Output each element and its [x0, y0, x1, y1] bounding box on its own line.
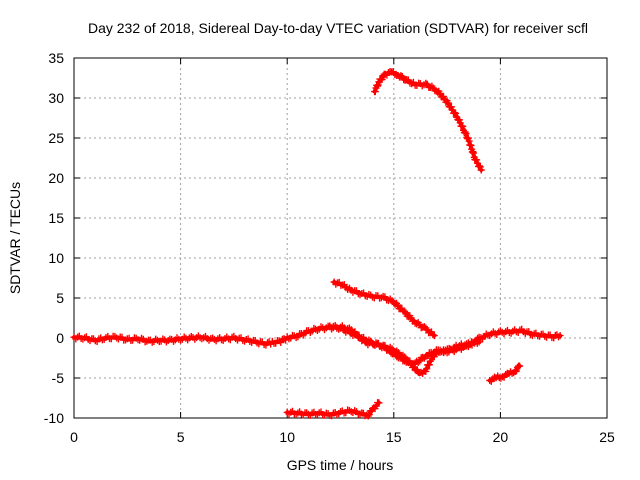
- y-axis-label: SDTVAR / TECUs: [7, 182, 23, 294]
- axis-ticks: 0 5 10 15 20 25 -10 -5 0 5 10 15 20 25 30 35: [44, 50, 615, 445]
- data-point-marker: [451, 109, 459, 117]
- data-point-marker: [397, 72, 405, 80]
- data-point-marker: [512, 367, 520, 375]
- data-series: [70, 68, 564, 420]
- data-point-marker: [556, 332, 564, 340]
- y-tick-label: -5: [52, 370, 65, 386]
- y-tick-label: -10: [44, 410, 64, 426]
- data-point-marker: [462, 130, 470, 137]
- data-point-marker: [423, 365, 431, 373]
- series-track-high-arc: [371, 68, 485, 174]
- y-tick-label: 0: [56, 330, 64, 346]
- data-point-marker: [417, 368, 425, 376]
- data-point-marker: [477, 166, 485, 174]
- data-point-marker: [502, 371, 510, 378]
- data-point-marker: [486, 376, 494, 384]
- data-point-marker: [476, 163, 484, 171]
- data-point-marker: [402, 354, 410, 362]
- data-point-marker: [401, 353, 408, 361]
- x-tick-label: 10: [279, 429, 295, 445]
- data-point-marker: [452, 109, 460, 117]
- data-point-marker: [402, 309, 410, 317]
- y-tick-label: 15: [48, 210, 64, 226]
- data-point-marker: [391, 71, 399, 78]
- data-point-marker: [414, 359, 422, 366]
- data-point-marker: [555, 333, 562, 341]
- data-point-marker: [364, 412, 372, 420]
- data-point-marker: [473, 156, 481, 164]
- data-point-marker: [430, 332, 438, 340]
- data-point-marker: [516, 362, 524, 370]
- y-tick-label: 20: [48, 170, 64, 186]
- y-tick-label: 10: [48, 250, 64, 266]
- data-point-marker: [365, 411, 373, 418]
- series-track-crossing-dip: [326, 322, 483, 377]
- x-tick-label: 5: [177, 429, 185, 445]
- data-point-marker: [393, 347, 401, 355]
- x-tick-label: 15: [386, 429, 402, 445]
- data-point-marker: [429, 331, 437, 339]
- data-point-marker: [422, 79, 430, 87]
- data-point-marker: [401, 307, 408, 315]
- series-track-descending-6: [330, 278, 438, 340]
- data-point-marker: [440, 92, 447, 100]
- data-point-marker: [398, 73, 406, 80]
- data-point-marker: [277, 339, 285, 346]
- data-point-marker: [416, 357, 424, 365]
- series-track-bottom: [283, 399, 383, 420]
- plot-frame: [73, 57, 608, 419]
- data-point-marker: [497, 374, 505, 382]
- data-point-marker: [375, 399, 383, 407]
- chart-title: Day 232 of 2018, Sidereal Day-to-day VTE…: [88, 20, 588, 36]
- y-tick-label: 35: [48, 50, 64, 66]
- y-tick-label: 5: [56, 290, 64, 306]
- data-point-marker: [475, 338, 483, 346]
- y-tick-label: 30: [48, 90, 64, 106]
- x-tick-label: 0: [70, 429, 78, 445]
- x-axis-label: GPS time / hours: [287, 457, 394, 473]
- data-point-marker: [444, 99, 452, 107]
- x-tick-label: 25: [599, 429, 615, 445]
- data-point-marker: [394, 301, 402, 309]
- x-tick-label: 20: [493, 429, 509, 445]
- data-point-marker: [475, 162, 483, 170]
- data-point-marker: [447, 103, 455, 111]
- y-tick-label: 25: [48, 130, 64, 146]
- grid-lines: [74, 58, 607, 418]
- series-track-short-20h: [486, 362, 524, 385]
- data-point-marker: [425, 361, 433, 369]
- data-point-marker: [378, 75, 386, 83]
- data-point-marker: [461, 128, 469, 136]
- data-point-marker: [282, 336, 290, 344]
- data-point-marker: [397, 352, 405, 360]
- data-point-marker: [459, 122, 467, 130]
